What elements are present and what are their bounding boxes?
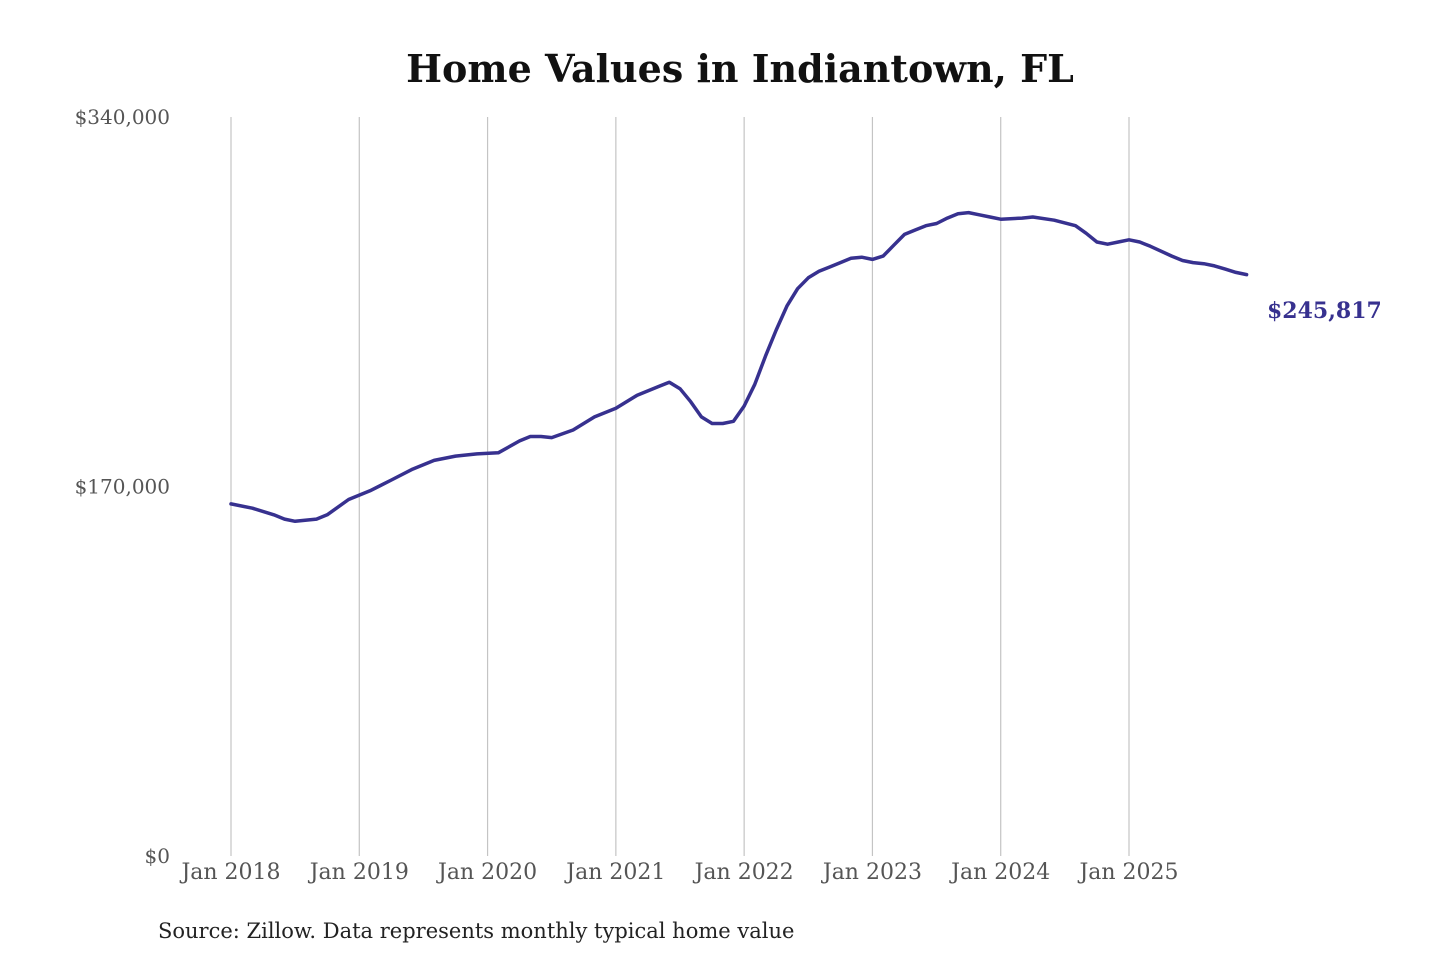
y-tick-label-0: $340,000	[75, 105, 170, 129]
y-axis-tick-labels: $340,000 $170,000 $0	[75, 105, 170, 868]
series-line-0	[229, 210, 1249, 524]
x-tick-label-3: Jan 2021	[564, 860, 665, 885]
y-tick-label-2: $0	[145, 844, 170, 868]
x-tick-label-6: Jan 2024	[949, 860, 1050, 885]
vertical-gridlines	[230, 117, 1130, 856]
series-line-group	[229, 210, 1249, 524]
source-note: Source: Zillow. Data represents monthly …	[158, 919, 794, 943]
x-tick-label-5: Jan 2023	[821, 860, 922, 885]
chart-title: Home Values in Indiantown, FL	[406, 46, 1074, 91]
x-tick-label-1: Jan 2019	[308, 860, 409, 885]
x-tick-label-7: Jan 2025	[1077, 860, 1178, 885]
y-tick-label-1: $170,000	[75, 475, 170, 499]
last-value-label: $245,817	[1267, 298, 1382, 324]
x-tick-label-0: Jan 2018	[179, 860, 280, 885]
x-tick-label-4: Jan 2022	[693, 860, 794, 885]
x-tick-label-2: Jan 2020	[436, 860, 537, 885]
x-axis-tick-labels: Jan 2018 Jan 2019 Jan 2020 Jan 2021 Jan 2022…	[179, 860, 1178, 885]
